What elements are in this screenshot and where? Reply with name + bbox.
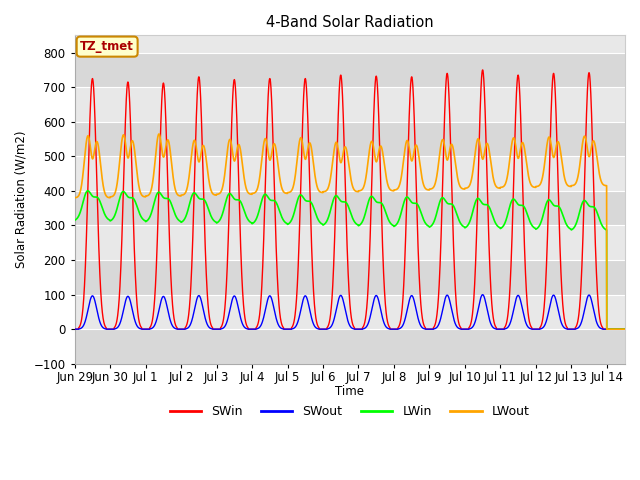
Legend: SWin, SWout, LWin, LWout: SWin, SWout, LWin, LWout (164, 400, 534, 423)
Bar (75, 226, 625, 260)
X-axis label: Time: Time (335, 385, 364, 398)
Bar (75, 53, 625, 87)
Bar (75, 87, 625, 122)
Bar (75, 191, 625, 226)
Text: TZ_tmet: TZ_tmet (80, 40, 134, 53)
Title: 4-Band Solar Radiation: 4-Band Solar Radiation (266, 15, 433, 30)
Bar (75, 156, 625, 191)
Bar (75, 122, 625, 156)
Y-axis label: Solar Radiation (W/m2): Solar Radiation (W/m2) (15, 131, 28, 268)
Bar (75, 329, 625, 364)
Bar (75, 295, 625, 329)
Bar (75, 260, 625, 295)
